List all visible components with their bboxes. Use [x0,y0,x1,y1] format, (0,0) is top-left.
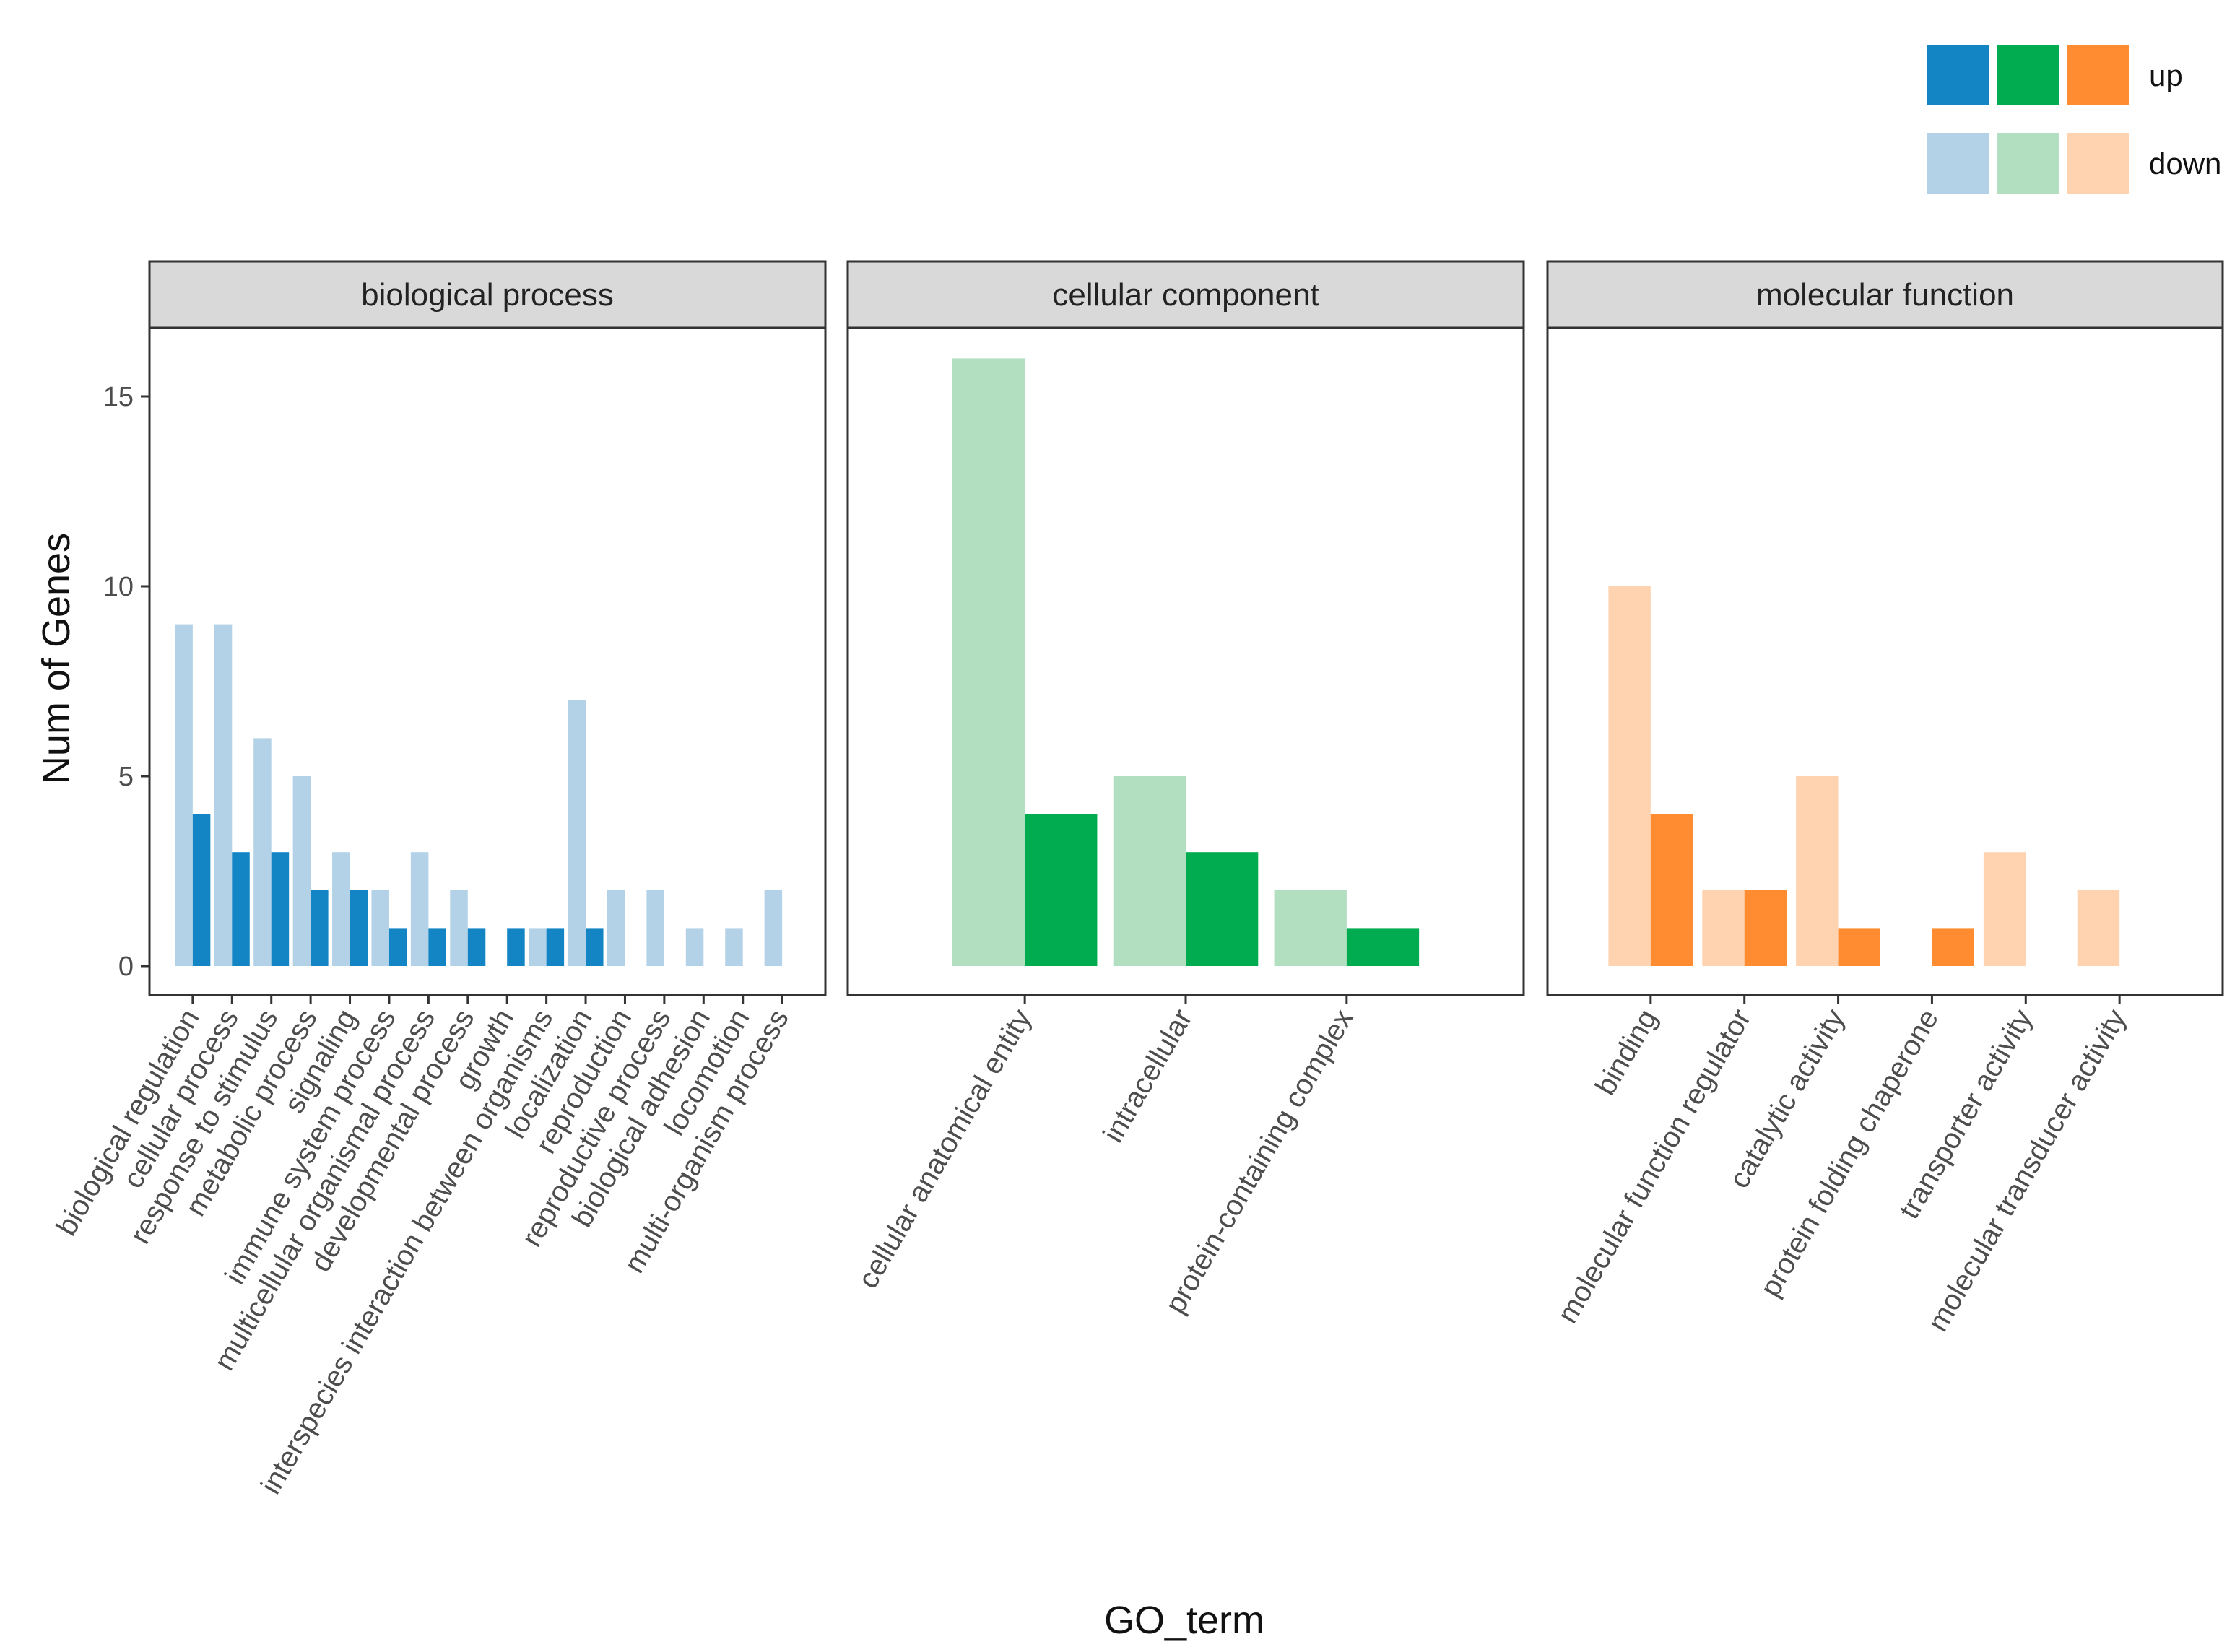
bar-down-developmental-process [450,890,468,966]
bar-up-multicellular-organismal-process [428,928,446,966]
facet-strip [148,260,827,329]
x-tick-label-molecular-transducer-activity: molecular transducer activity [1922,1004,2132,1337]
x-tick-label-intracellular: intracellular [1097,1004,1198,1148]
panel-border [148,326,827,996]
bar-down-cellular-process [214,624,233,966]
facet-strip [846,260,1525,329]
bar-down-multicellular-organismal-process [410,852,429,966]
bar-up-localization [586,928,604,966]
bar-down-signaling [332,852,350,966]
y-tick-label: 5 [118,762,134,792]
x-tick-label-molecular-function-regulator: molecular function regulator [1552,1004,1758,1329]
bar-down-biological-regulation [175,624,193,966]
legend-label: up [2149,58,2183,92]
bar-down-reproductive-process [646,890,664,966]
bar-up-binding [1650,814,1693,966]
panel-cellular-component: cellular component cellular anatomical en… [846,260,1525,1319]
bar-down-catalytic-activity [1796,776,1839,966]
bar-down-molecular-function-regulator [1702,890,1745,966]
x-tick-label-cellular-anatomical-entity: cellular anatomical entity [852,1004,1038,1294]
bar-down-multi-organism-process [764,890,783,966]
bar-up-immune-system-process [388,928,407,966]
bar-up-metabolic-process [311,890,329,966]
legend-key [1997,45,2059,105]
bar-up-catalytic-activity [1838,928,1881,966]
bar-down-intracellular [1113,776,1186,966]
y-tick-label: 15 [103,382,134,412]
bar-up-biological-regulation [192,814,211,966]
legend: up down [1927,45,2221,194]
bar-up-intracellular [1186,852,1259,966]
facet-strip-label: biological process [361,277,614,313]
bar-down-localization [568,700,586,966]
legend-label: down [2149,147,2221,181]
bar-up-cellular-anatomical-entity [1025,814,1098,966]
bar-up-developmental-process [467,928,486,966]
y-axis: 0 5 10 15 [103,382,149,982]
x-axis-title: GO_term [1104,1599,1264,1642]
y-tick-label: 0 [118,952,134,982]
bar-down-molecular-transducer-activity [2077,890,2120,966]
legend-key [1997,133,2059,194]
bar-down-binding [1608,586,1651,966]
bar-down-cellular-anatomical-entity [952,358,1025,966]
bar-down-locomotion [725,928,743,966]
legend-row-up: up [1927,45,2183,105]
bar-down-immune-system-process [371,890,389,966]
legend-key [2067,133,2129,194]
x-tick-label-protein-folding-chaperone: protein folding chaperone [1754,1004,1945,1303]
panel-border [1546,326,2224,996]
bar-down-reproduction [607,890,625,966]
bar-up-protein-folding-chaperone [1932,928,1974,966]
panel-background [149,328,825,995]
panel-border [846,326,1525,996]
y-tick-label: 10 [103,572,134,602]
facet-strip-label: cellular component [1052,277,1319,313]
legend-key [1927,45,1989,105]
bar-up-signaling [350,890,368,966]
bar-up-growth [507,928,525,966]
legend-key [2067,45,2129,105]
bar-down-interspecies-interaction-between-organisms [529,928,547,966]
facet-strip-label: molecular function [1756,277,2014,313]
bar-up-protein-containing-complex [1346,928,1420,966]
legend-row-down: down [1927,133,2221,194]
bar-up-molecular-function-regulator [1744,890,1787,966]
bar-down-transporter-activity [1983,852,2026,966]
legend-key [1927,133,1989,194]
bar-up-cellular-process [232,852,250,966]
x-tick-label-binding: binding [1589,1004,1664,1101]
bar-down-response-to-stimulus [253,738,272,966]
x-tick-label-protein-containing-complex: protein-containing complex [1160,1004,1360,1319]
bar-down-biological-adhesion [685,928,704,966]
bar-down-metabolic-process [292,776,311,966]
facet-strip [1546,260,2224,329]
bar-up-interspecies-interaction-between-organisms [546,928,565,966]
bar-up-response-to-stimulus [271,852,290,966]
bar-down-protein-containing-complex [1274,890,1347,966]
y-axis-title: Num of Genes [35,533,78,784]
